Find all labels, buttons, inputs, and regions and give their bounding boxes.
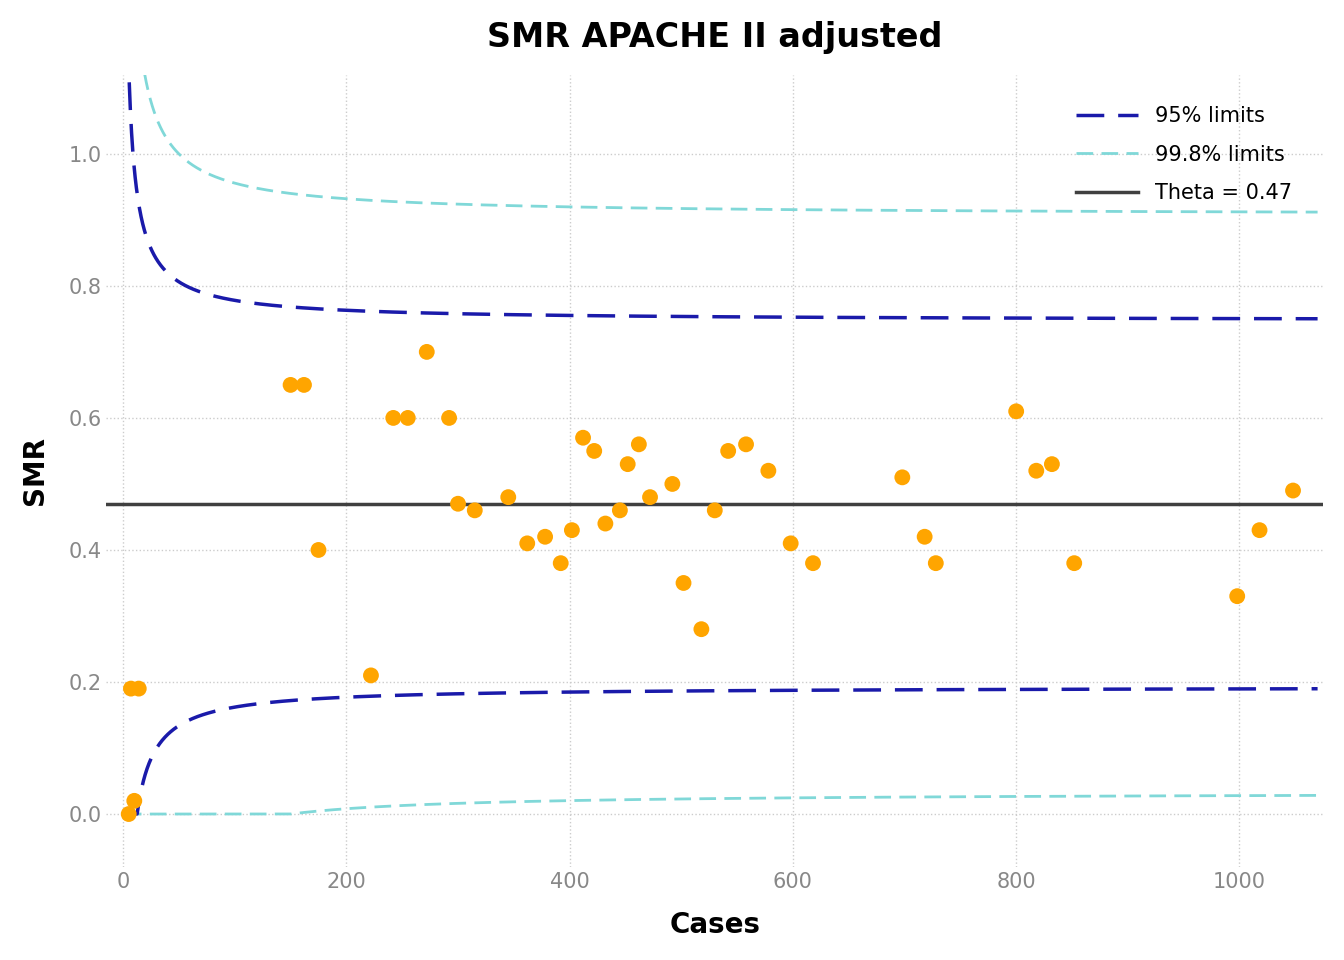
Point (550, 556, 571, 571)
Point (891, 469, 913, 485)
Point (594, 516, 616, 531)
Point (914, 529, 935, 544)
Point (383, 410, 405, 425)
Point (758, 463, 780, 478)
Point (1063, 556, 1085, 571)
Point (1005, 403, 1027, 419)
Point (661, 476, 683, 492)
Y-axis label: SMR: SMR (22, 436, 48, 505)
Point (497, 490, 519, 505)
Point (925, 556, 946, 571)
Point (1249, 522, 1270, 538)
Point (535, 529, 556, 544)
Point (640, 490, 661, 505)
Point (780, 536, 801, 551)
Legend: 95% limits, 99.8% limits, Theta = 0.47: 95% limits, 99.8% limits, Theta = 0.47 (1055, 85, 1313, 225)
Point (120, 681, 141, 696)
Point (573, 430, 594, 445)
Point (118, 806, 140, 822)
Point (1042, 456, 1063, 471)
Point (1282, 483, 1304, 498)
X-axis label: Cases: Cases (669, 911, 761, 939)
Point (396, 410, 418, 425)
Point (802, 556, 824, 571)
Point (673, 575, 695, 590)
Point (583, 444, 605, 459)
Point (735, 437, 757, 452)
Point (438, 410, 460, 425)
Point (718, 444, 739, 459)
Point (448, 496, 469, 512)
Point (417, 345, 438, 360)
Point (516, 536, 538, 551)
Point (293, 377, 314, 393)
Point (308, 542, 329, 558)
Point (124, 793, 145, 808)
Point (562, 522, 583, 538)
Point (1227, 588, 1249, 604)
Title: SMR APACHE II adjusted: SMR APACHE II adjusted (487, 21, 942, 54)
Point (1025, 463, 1047, 478)
Point (128, 681, 149, 696)
Point (609, 503, 630, 518)
Point (628, 437, 649, 452)
Point (617, 456, 638, 471)
Point (704, 503, 726, 518)
Point (691, 621, 712, 636)
Point (280, 377, 301, 393)
Point (360, 668, 382, 684)
Point (464, 503, 485, 518)
